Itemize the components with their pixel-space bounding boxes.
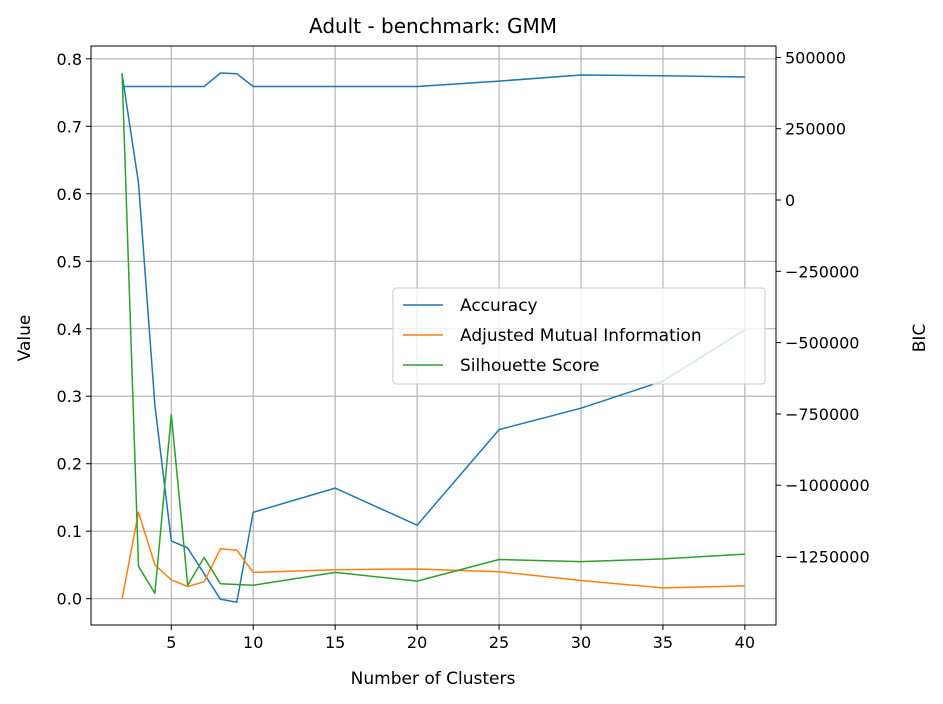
y2-tick-label: 500000 <box>785 48 846 67</box>
y2-axis-label: BIC <box>910 324 930 353</box>
series-line-accuracy <box>122 72 745 88</box>
y-axis-ticks: 0.0 0.1 0.2 0.3 0.4 0.5 0.6 0.7 0.8 <box>57 50 91 609</box>
x-tick-label: 30 <box>571 633 591 652</box>
y2-tick-label: 250000 <box>785 120 846 139</box>
y-axis-label: Value <box>15 315 35 362</box>
x-tick-label: 10 <box>243 633 263 652</box>
y2-axis-ticks: 500000 250000 0 −250000 −500000 −750000 −10000… <box>776 48 870 567</box>
x-tick-label: 35 <box>653 633 673 652</box>
y-tick-label: 0.3 <box>57 387 82 406</box>
series-line-adjusted-mutual-information <box>121 511 745 599</box>
y-tick-label: 0.4 <box>57 320 82 339</box>
plot-frame <box>90 45 777 626</box>
series-lines <box>121 72 746 603</box>
y2-tick-label: −500000 <box>785 334 859 353</box>
x-tick-label: 20 <box>407 633 427 652</box>
legend: Accuracy Adjusted Mutual Information Silho… <box>392 287 766 385</box>
legend-label-accuracy: Accuracy <box>460 296 538 316</box>
y-tick-label: 0.6 <box>57 185 82 204</box>
y2-tick-label: 0 <box>785 191 795 210</box>
y-tick-label: 0.7 <box>57 117 82 136</box>
x-tick-label: 5 <box>166 633 176 652</box>
y2-tick-label: −250000 <box>785 262 859 281</box>
y2-tick-label: −1250000 <box>785 548 870 567</box>
x-axis-label: Number of Clusters <box>351 669 516 689</box>
chart-title: Adult - benchmark: GMM <box>309 14 557 38</box>
x-axis-ticks: 5 10 15 20 25 30 35 40 <box>166 625 755 652</box>
series-line-bic <box>121 74 746 603</box>
legend-label-adjusted-mutual-information: Adjusted Mutual Information <box>460 326 702 346</box>
y2-tick-label: −750000 <box>785 405 859 424</box>
legend-box <box>392 287 766 385</box>
series-line-silhouette-score <box>121 72 745 595</box>
y2-tick-label: −1000000 <box>785 476 870 495</box>
y-tick-label: 0.8 <box>57 50 82 69</box>
y-tick-label: 0.0 <box>57 590 82 609</box>
x-tick-label: 25 <box>489 633 509 652</box>
y-tick-label: 0.5 <box>57 252 82 271</box>
x-tick-label: 40 <box>735 633 755 652</box>
x-tick-label: 15 <box>325 633 345 652</box>
y-tick-label: 0.2 <box>57 455 82 474</box>
y-tick-label: 0.1 <box>57 522 82 541</box>
legend-label-silhouette-score: Silhouette Score <box>460 356 599 376</box>
